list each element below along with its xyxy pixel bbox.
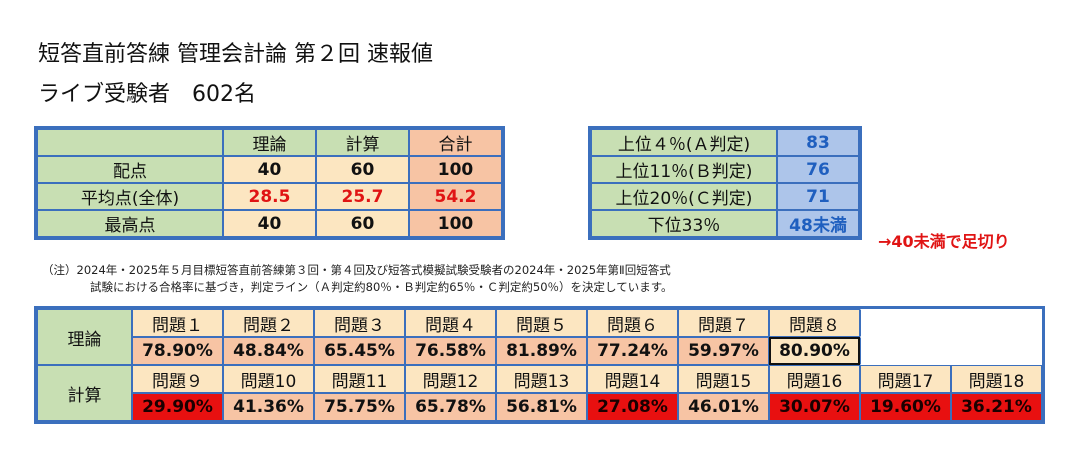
- problem-header: 問題３: [314, 309, 405, 337]
- page-title: 短答直前答練 管理会計論 第２回 速報値: [38, 42, 433, 67]
- score-row-label: 配点: [37, 156, 223, 183]
- judgement-row: 上位20％(Ｃ判定) 71: [591, 183, 859, 210]
- score-value: 25.7: [316, 183, 409, 210]
- correct-rate: 77.24%: [587, 337, 678, 365]
- correct-rate: 27.08%: [587, 393, 678, 421]
- score-total-value: 54.2: [409, 183, 502, 210]
- judgement-value: 83: [777, 129, 859, 156]
- score-header-calc: 計算: [316, 129, 409, 156]
- problem-header: 問題８: [769, 309, 860, 337]
- empty-cell: [951, 309, 1042, 337]
- problem-rate-table: 理論 問題１ 問題２ 問題３ 問題４ 問題５ 問題６ 問題７ 問題８ 78.90…: [34, 306, 1045, 424]
- theory-header-row: 理論 問題１ 問題２ 問題３ 問題４ 問題５ 問題６ 問題７ 問題８: [37, 309, 1042, 365]
- footnote-line-1: （注）2024年・2025年５月目標短答直前答練第３回・第４回及び短答式模擬試験…: [42, 263, 671, 277]
- correct-rate: 76.58%: [405, 337, 496, 365]
- correct-rate: 36.21%: [951, 393, 1042, 421]
- problem-header: 問題９: [132, 365, 223, 393]
- correct-rate: 75.75%: [314, 393, 405, 421]
- footnote-line-2: 試験における合格率に基づき，判定ライン（Ａ判定約80％・Ｂ判定約65％・Ｃ判定約…: [90, 280, 673, 294]
- problem-header: 問題10: [223, 365, 314, 393]
- calc-rate-row: 29.90% 41.36% 75.75% 65.78% 56.81% 27.08…: [37, 393, 1042, 421]
- problem-header: 問題15: [678, 365, 769, 393]
- correct-rate: 80.90%: [769, 337, 860, 365]
- score-header-row: 理論 計算 合計: [37, 129, 502, 156]
- judgement-row: 上位４％(Ａ判定) 83: [591, 129, 859, 156]
- judgement-label: 上位20％(Ｃ判定): [591, 183, 777, 210]
- empty-cell: [951, 337, 1042, 365]
- judgement-label: 上位11％(Ｂ判定): [591, 156, 777, 183]
- score-corner-cell: [37, 129, 223, 156]
- judgement-table: 上位４％(Ａ判定) 83 上位11％(Ｂ判定) 76 上位20％(Ｃ判定) 71…: [588, 126, 862, 240]
- judgement-value: 48未満: [777, 210, 859, 237]
- empty-cell: [860, 337, 951, 365]
- score-value: 28.5: [223, 183, 316, 210]
- correct-rate: 65.45%: [314, 337, 405, 365]
- problem-header: 問題12: [405, 365, 496, 393]
- calc-section-label: 計算: [37, 365, 132, 421]
- score-table: 理論 計算 合計 配点 40 60 100 平均点(全体) 28.5 25.7 …: [34, 126, 505, 240]
- correct-rate: 56.81%: [496, 393, 587, 421]
- problem-header: 問題７: [678, 309, 769, 337]
- problem-header: 問題17: [860, 365, 951, 393]
- problem-header: 問題14: [587, 365, 678, 393]
- correct-rate: 78.90%: [132, 337, 223, 365]
- problem-header: 問題16: [769, 365, 860, 393]
- calc-header-row: 計算 問題９ 問題10 問題11 問題12 問題13 問題14 問題15 問題1…: [37, 365, 1042, 421]
- correct-rate: 46.01%: [678, 393, 769, 421]
- cutoff-note: →40未満で足切り: [878, 232, 1010, 251]
- score-value: 40: [223, 210, 316, 237]
- judgement-label: 上位４％(Ａ判定): [591, 129, 777, 156]
- correct-rate: 59.97%: [678, 337, 769, 365]
- score-total-value: 100: [409, 156, 502, 183]
- theory-rate-row: 78.90% 48.84% 65.45% 76.58% 81.89% 77.24…: [37, 337, 1042, 365]
- correct-rate: 41.36%: [223, 393, 314, 421]
- problem-header: 問題４: [405, 309, 496, 337]
- correct-rate: 29.90%: [132, 393, 223, 421]
- score-row-label: 平均点(全体): [37, 183, 223, 210]
- score-value: 60: [316, 210, 409, 237]
- correct-rate: 30.07%: [769, 393, 860, 421]
- score-header-theory: 理論: [223, 129, 316, 156]
- theory-section-label: 理論: [37, 309, 132, 365]
- judgement-row: 上位11％(Ｂ判定) 76: [591, 156, 859, 183]
- problem-header: 問題２: [223, 309, 314, 337]
- correct-rate: 65.78%: [405, 393, 496, 421]
- judgement-value: 76: [777, 156, 859, 183]
- score-value: 40: [223, 156, 316, 183]
- score-row-max: 最高点 40 60 100: [37, 210, 502, 237]
- score-value: 60: [316, 156, 409, 183]
- score-row-label: 最高点: [37, 210, 223, 237]
- judgement-row: 下位33％ 48未満: [591, 210, 859, 237]
- score-header-total: 合計: [409, 129, 502, 156]
- judgement-label: 下位33％: [591, 210, 777, 237]
- problem-header: 問題６: [587, 309, 678, 337]
- problem-header: 問題18: [951, 365, 1042, 393]
- problem-header: 問題13: [496, 365, 587, 393]
- problem-header: 問題11: [314, 365, 405, 393]
- score-row-allocation: 配点 40 60 100: [37, 156, 502, 183]
- correct-rate: 19.60%: [860, 393, 951, 421]
- correct-rate: 81.89%: [496, 337, 587, 365]
- empty-cell: [860, 309, 951, 337]
- correct-rate: 48.84%: [223, 337, 314, 365]
- problem-header: 問題１: [132, 309, 223, 337]
- score-total-value: 100: [409, 210, 502, 237]
- problem-header: 問題５: [496, 309, 587, 337]
- score-row-average: 平均点(全体) 28.5 25.7 54.2: [37, 183, 502, 210]
- judgement-value: 71: [777, 183, 859, 210]
- page-subtitle: ライブ受験者 602名: [38, 82, 256, 107]
